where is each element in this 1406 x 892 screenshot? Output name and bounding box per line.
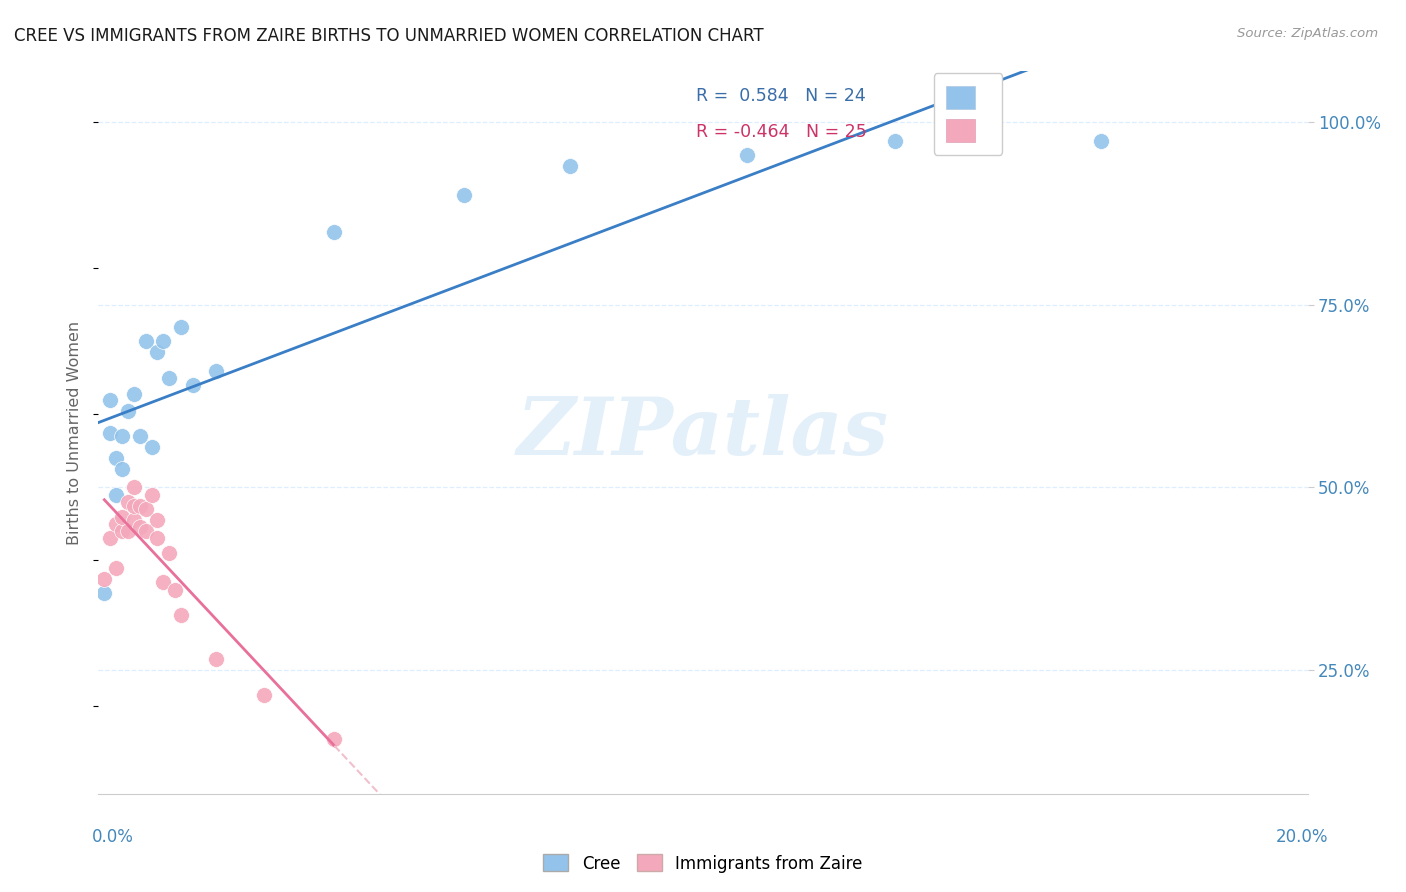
Point [117, 495, 139, 509]
Point [165, 582, 187, 597]
Point [122, 499, 145, 513]
Point [157, 371, 180, 385]
Point [141, 488, 163, 502]
Point [93, 586, 115, 600]
Point [117, 524, 139, 538]
Point [170, 319, 193, 334]
Point [170, 608, 193, 623]
Text: R =  0.584   N = 24: R = 0.584 N = 24 [696, 87, 866, 105]
Point [152, 334, 174, 349]
Point [111, 429, 134, 443]
Point [111, 509, 134, 524]
Point [105, 488, 128, 502]
Text: Source: ZipAtlas.com: Source: ZipAtlas.com [1237, 27, 1378, 40]
Point [128, 429, 150, 443]
Text: R = -0.464   N = 25: R = -0.464 N = 25 [696, 123, 866, 141]
Point [117, 403, 139, 417]
Legend: , : , [934, 73, 1002, 155]
Point [323, 732, 346, 747]
Point [323, 225, 346, 239]
Point [122, 387, 145, 401]
Point [98, 392, 121, 407]
Y-axis label: Births to Unmarried Women: Births to Unmarried Women [67, 320, 83, 545]
Point [453, 188, 475, 202]
Point [1090, 134, 1112, 148]
Point [157, 546, 180, 560]
Point [146, 532, 169, 546]
Text: CREE VS IMMIGRANTS FROM ZAIRE BIRTHS TO UNMARRIED WOMEN CORRELATION CHART: CREE VS IMMIGRANTS FROM ZAIRE BIRTHS TO … [14, 27, 763, 45]
Point [122, 513, 145, 527]
Legend: Cree, Immigrants from Zaire: Cree, Immigrants from Zaire [537, 847, 869, 880]
Point [98, 425, 121, 440]
Point [93, 572, 115, 586]
Point [883, 134, 905, 148]
Point [735, 148, 758, 162]
Point [205, 652, 228, 666]
Point [135, 334, 157, 349]
Text: 20.0%: 20.0% [1277, 828, 1329, 846]
Point [152, 575, 174, 590]
Point [122, 480, 145, 494]
Point [135, 502, 157, 516]
Point [98, 532, 121, 546]
Point [135, 524, 157, 538]
Point [252, 689, 274, 703]
Point [105, 560, 128, 574]
Point [181, 378, 204, 392]
Point [111, 524, 134, 538]
Point [146, 513, 169, 527]
Point [111, 462, 134, 476]
Point [141, 440, 163, 454]
Point [128, 520, 150, 534]
Text: 0.0%: 0.0% [91, 828, 134, 846]
Point [560, 159, 582, 173]
Point [146, 345, 169, 359]
Point [128, 499, 150, 513]
Text: ZIPatlas: ZIPatlas [517, 394, 889, 471]
Point [105, 516, 128, 531]
Point [205, 363, 228, 377]
Point [105, 451, 128, 466]
